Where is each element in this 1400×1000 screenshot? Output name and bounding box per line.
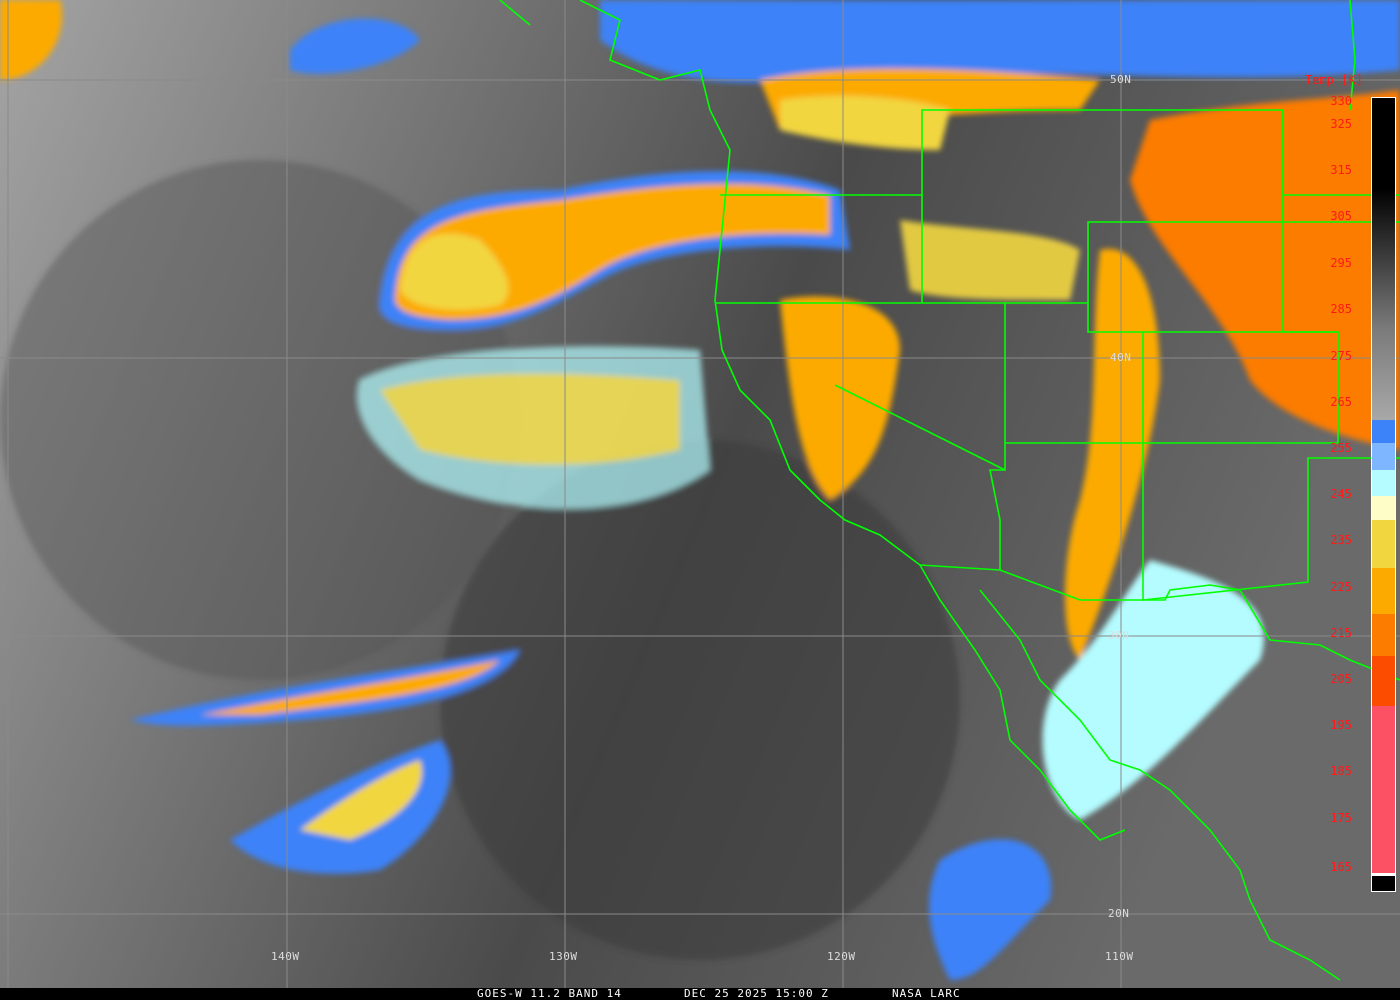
lat-label-50n: 50N — [1110, 73, 1132, 86]
colorbar-tick-label: 245 — [1330, 487, 1352, 501]
colorbar-tick-label: 165 — [1330, 860, 1352, 874]
lat-label-30n: 30N — [1108, 629, 1130, 642]
lon-label-130w: 130W — [549, 950, 578, 963]
lat-label-40n: 40N — [1110, 351, 1132, 364]
colorbar-tick-label: 195 — [1330, 718, 1352, 732]
colorbar-title: Temp [K] — [1305, 73, 1363, 87]
colorbar-tick-label: 330 — [1330, 94, 1352, 108]
colorbar-tick-label: 305 — [1330, 209, 1352, 223]
colorbar-tick-label: 205 — [1330, 672, 1352, 686]
colorbar-tick-label: 175 — [1330, 811, 1352, 825]
lon-label-120w: 120W — [827, 950, 856, 963]
lon-label-110w: 110W — [1105, 950, 1134, 963]
colorbar-tick-label: 315 — [1330, 163, 1352, 177]
colorbar-tick-label: 255 — [1330, 441, 1352, 455]
colorbar-tick-label: 185 — [1330, 764, 1352, 778]
lon-label-140w: 140W — [271, 950, 300, 963]
colorbar-tick-label: 275 — [1330, 349, 1352, 363]
caption-bar: GOES-W 11.2 BAND 14 DEC 25 2025 15:00 Z … — [0, 987, 1400, 1000]
timestamp: DEC 25 2025 15:00 Z — [684, 987, 829, 1000]
colorbar-tick-label: 215 — [1330, 626, 1352, 640]
colorbar-tick-label: 235 — [1330, 533, 1352, 547]
colorbar-tick-label: 325 — [1330, 117, 1352, 131]
colorbar-tick-label: 295 — [1330, 256, 1352, 270]
satellite-band-caption: GOES-W 11.2 BAND 14 — [477, 987, 622, 1000]
colorbar-tick-label: 225 — [1330, 580, 1352, 594]
colorbar-tick-label: 285 — [1330, 302, 1352, 316]
political-boundaries — [499, 0, 1400, 981]
colorbar-tick-label: 265 — [1330, 395, 1352, 409]
temperature-colorbar — [1371, 97, 1396, 892]
lat-label-20n: 20N — [1108, 907, 1130, 920]
source-credit: NASA LARC — [892, 987, 961, 1000]
